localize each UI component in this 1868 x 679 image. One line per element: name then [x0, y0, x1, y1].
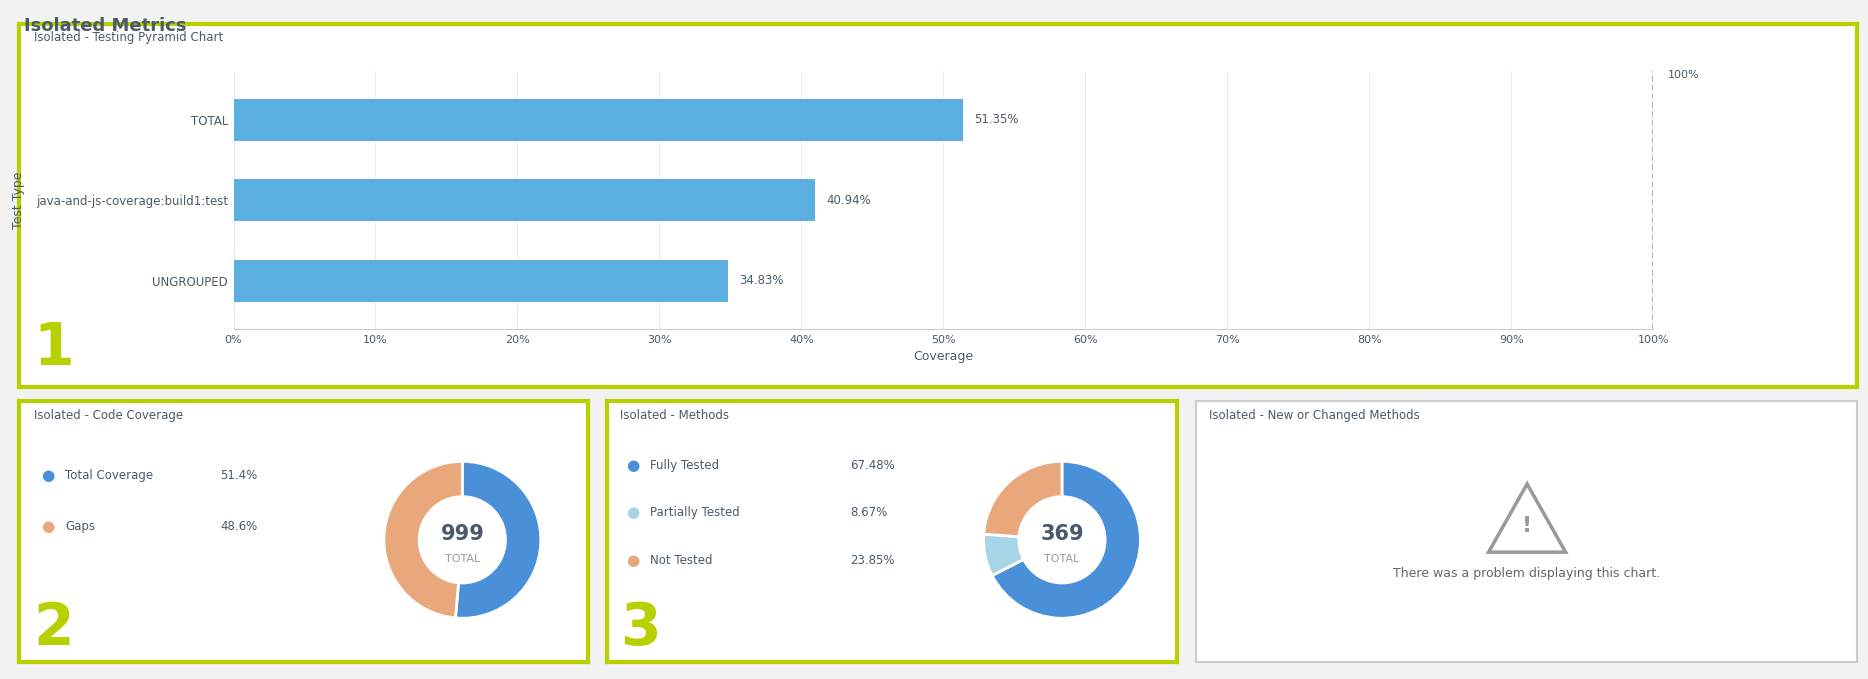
Text: 8.67%: 8.67%	[850, 506, 887, 519]
Text: TOTAL: TOTAL	[445, 555, 480, 564]
Y-axis label: Test Type: Test Type	[11, 172, 24, 229]
Text: ●: ●	[41, 468, 54, 483]
Text: 23.85%: 23.85%	[850, 553, 895, 567]
Text: Partially Tested: Partially Tested	[650, 506, 740, 519]
Wedge shape	[992, 461, 1139, 619]
Bar	[234, 260, 729, 302]
Text: 34.83%: 34.83%	[740, 274, 785, 287]
Text: 999: 999	[441, 524, 484, 543]
Text: Isolated Metrics: Isolated Metrics	[24, 17, 187, 35]
Text: Not Tested: Not Tested	[650, 553, 712, 567]
Wedge shape	[984, 461, 1063, 536]
Text: 48.6%: 48.6%	[220, 519, 258, 533]
Wedge shape	[984, 534, 1024, 576]
Text: 369: 369	[1040, 524, 1083, 543]
Text: 67.48%: 67.48%	[850, 458, 895, 472]
Text: Isolated - Methods: Isolated - Methods	[620, 409, 729, 422]
Text: ●: ●	[626, 458, 639, 473]
Bar	[234, 179, 814, 221]
Text: TOTAL: TOTAL	[1044, 555, 1080, 564]
Text: 51.35%: 51.35%	[973, 113, 1018, 126]
X-axis label: Coverage: Coverage	[913, 350, 973, 363]
Text: Gaps: Gaps	[65, 519, 95, 533]
Text: 51.4%: 51.4%	[220, 469, 258, 482]
Text: ●: ●	[626, 553, 639, 568]
Wedge shape	[385, 461, 463, 618]
Text: 3: 3	[620, 600, 661, 657]
Text: There was a problem displaying this chart.: There was a problem displaying this char…	[1392, 567, 1661, 580]
Text: Total Coverage: Total Coverage	[65, 469, 153, 482]
Text: Isolated - New or Changed Methods: Isolated - New or Changed Methods	[1209, 409, 1420, 422]
Bar	[234, 98, 962, 141]
Text: !: !	[1522, 516, 1532, 536]
Text: Isolated - Testing Pyramid Chart: Isolated - Testing Pyramid Chart	[34, 31, 222, 43]
Text: 2: 2	[34, 600, 75, 657]
Text: Isolated - Code Coverage: Isolated - Code Coverage	[34, 409, 183, 422]
Text: ●: ●	[626, 505, 639, 520]
Text: Fully Tested: Fully Tested	[650, 458, 719, 472]
Text: 40.94%: 40.94%	[826, 194, 870, 207]
Text: 1: 1	[34, 320, 75, 377]
Wedge shape	[456, 461, 540, 619]
Text: ●: ●	[41, 519, 54, 534]
Text: 100%: 100%	[1668, 71, 1700, 80]
